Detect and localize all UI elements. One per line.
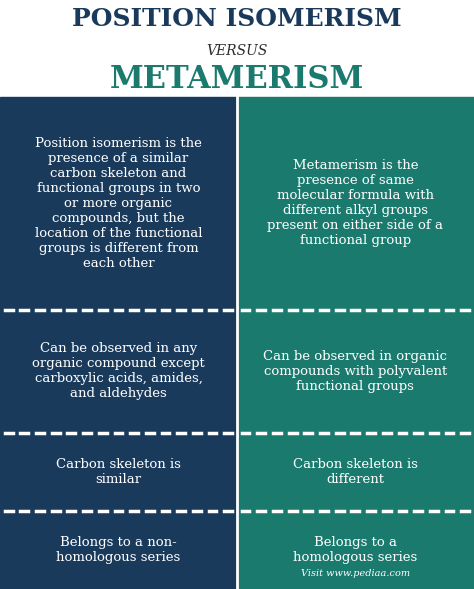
Text: Can be observed in any
organic compound except
carboxylic acids, amides,
and ald: Can be observed in any organic compound … [32,342,205,400]
Bar [237,432,474,511]
Text: Can be observed in organic
compounds with polyvalent
functional groups: Can be observed in organic compounds wit… [264,349,447,392]
Bar [0,310,237,432]
Text: VERSUS: VERSUS [206,44,268,58]
Bar [237,511,474,589]
Bar [0,511,237,589]
Text: METAMERISM: METAMERISM [110,64,364,95]
Text: Belongs to a
homologous series: Belongs to a homologous series [293,536,418,564]
Text: Position isomerism is the
presence of a similar
carbon skeleton and
functional g: Position isomerism is the presence of a … [35,137,202,270]
Bar [0,0,474,97]
Text: Visit www.pediaa.com: Visit www.pediaa.com [301,570,410,578]
Bar [0,432,237,511]
Bar [0,97,237,310]
Text: Belongs to a non-
homologous series: Belongs to a non- homologous series [56,536,181,564]
Text: Metamerism is the
presence of same
molecular formula with
different alkyl groups: Metamerism is the presence of same molec… [267,160,443,247]
Bar [237,310,474,432]
Text: Carbon skeleton is
different: Carbon skeleton is different [293,458,418,486]
Text: POSITION ISOMERISM: POSITION ISOMERISM [72,8,402,31]
Text: Carbon skeleton is
similar: Carbon skeleton is similar [56,458,181,486]
Bar [237,97,474,310]
